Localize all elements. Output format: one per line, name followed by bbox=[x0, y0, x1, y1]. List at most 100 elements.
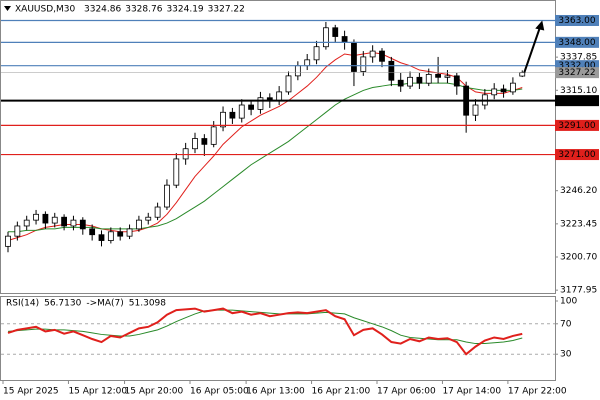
candle-body bbox=[313, 46, 320, 61]
candle-body bbox=[89, 228, 96, 236]
candle-body bbox=[70, 219, 77, 227]
candle-body bbox=[210, 126, 217, 145]
y-tick-label: 3177.95 bbox=[560, 286, 597, 296]
x-tick-label: 15 Apr 20:00 bbox=[125, 387, 184, 397]
level-box bbox=[555, 149, 599, 161]
header-ohlc: 3324.19 bbox=[166, 5, 203, 15]
candle-body bbox=[51, 216, 58, 224]
y-tick-label: 30 bbox=[560, 350, 572, 360]
candle-body bbox=[248, 104, 255, 110]
level-box bbox=[555, 95, 599, 107]
candle-body bbox=[388, 60, 395, 81]
header-ohlc: 3328.76 bbox=[125, 5, 162, 15]
candle-body bbox=[379, 50, 385, 62]
candle-body bbox=[164, 184, 170, 208]
y-tick-label: 3223.45 bbox=[560, 219, 597, 229]
price-panel bbox=[0, 0, 556, 294]
rsi-header: 51.3098 bbox=[129, 299, 166, 309]
candle-body bbox=[61, 216, 67, 227]
candle-body bbox=[145, 216, 152, 221]
rsi-header: RSI(14) bbox=[6, 299, 39, 309]
candle-body bbox=[453, 75, 460, 87]
candle-body bbox=[294, 65, 301, 77]
collapse-icon[interactable] bbox=[4, 6, 11, 11]
level-box bbox=[555, 36, 599, 48]
x-tick-label: 17 Apr 22:00 bbox=[508, 387, 567, 397]
candle-body bbox=[14, 225, 21, 237]
candle-body bbox=[79, 219, 86, 230]
candle-body bbox=[407, 76, 413, 87]
symbol-title: XAUUSD,M30 bbox=[15, 5, 75, 15]
candle-body bbox=[33, 213, 39, 221]
x-tick-label: 16 Apr 13:00 bbox=[246, 387, 305, 397]
y-tick-label: 3246.20 bbox=[560, 186, 597, 196]
candle-body bbox=[425, 74, 432, 84]
x-tick-label: 16 Apr 21:00 bbox=[312, 387, 371, 397]
x-tick-label: 17 Apr 06:00 bbox=[377, 387, 436, 397]
rsi-line bbox=[7, 307, 523, 356]
header-ohlc: 3327.22 bbox=[208, 5, 245, 15]
candle-body bbox=[519, 72, 526, 77]
arrow-head bbox=[535, 20, 545, 31]
candle-body bbox=[444, 75, 451, 78]
x-tick-label: 16 Apr 05:00 bbox=[190, 387, 249, 397]
y-tick-label: 3200.70 bbox=[560, 253, 597, 263]
candle-body bbox=[509, 82, 516, 93]
level-label: 3308.00 bbox=[558, 96, 595, 106]
candle-body bbox=[285, 75, 292, 93]
candle-body bbox=[276, 91, 283, 102]
candle-body bbox=[322, 27, 329, 48]
moving-average bbox=[8, 82, 523, 233]
x-tick-label: 15 Apr 2025 bbox=[3, 387, 59, 397]
level-label: 3348.00 bbox=[558, 38, 595, 48]
x-tick-label: 17 Apr 14:00 bbox=[442, 387, 501, 397]
candle-body bbox=[182, 148, 189, 160]
level-box bbox=[555, 60, 599, 72]
candle-body bbox=[397, 79, 404, 87]
candle-body bbox=[351, 41, 357, 72]
level-label: 3291.00 bbox=[558, 121, 595, 131]
candle-body bbox=[369, 50, 376, 58]
candle-body bbox=[126, 228, 133, 237]
candle-body bbox=[238, 104, 245, 119]
current-price-box bbox=[555, 67, 599, 79]
level-box bbox=[555, 119, 599, 131]
level-label: 3363.00 bbox=[558, 16, 595, 26]
candle-body bbox=[229, 111, 236, 119]
level-label: 3271.00 bbox=[558, 150, 595, 160]
candle-body bbox=[257, 97, 264, 110]
y-tick-label: 3337.85 bbox=[560, 53, 597, 63]
candle-body bbox=[341, 36, 348, 43]
candle-body bbox=[500, 88, 507, 93]
candle-body bbox=[117, 231, 124, 237]
candle-body bbox=[98, 234, 105, 241]
projection-arrow bbox=[523, 26, 542, 73]
candle-body bbox=[23, 219, 30, 227]
rsi-header: 56.7130 bbox=[44, 299, 81, 309]
level-label: 3332.00 bbox=[558, 61, 595, 71]
candle-body bbox=[42, 213, 49, 224]
candle-body bbox=[135, 219, 142, 230]
candle-body bbox=[332, 27, 339, 37]
candle-body bbox=[107, 231, 114, 241]
header-ohlc: 3324.86 bbox=[84, 5, 121, 15]
candle-body bbox=[220, 111, 226, 128]
current-price-label: 3327.22 bbox=[558, 68, 595, 78]
candle-body bbox=[304, 59, 311, 67]
candle-body bbox=[416, 76, 423, 84]
candle-body bbox=[5, 235, 11, 247]
candle-body bbox=[360, 56, 367, 72]
candle-body bbox=[472, 104, 479, 116]
y-tick-label: 70 bbox=[560, 319, 572, 329]
y-tick-label: 100 bbox=[560, 297, 577, 307]
x-tick-label: 15 Apr 12:00 bbox=[68, 387, 127, 397]
rsi-panel bbox=[0, 296, 556, 381]
candle-body bbox=[201, 138, 208, 145]
candle-body bbox=[173, 158, 180, 186]
candle-body bbox=[491, 88, 498, 96]
candle-body bbox=[435, 74, 442, 78]
candle-body bbox=[192, 138, 198, 150]
y-tick-label: 3315.10 bbox=[560, 86, 597, 96]
candle-body bbox=[154, 206, 161, 218]
